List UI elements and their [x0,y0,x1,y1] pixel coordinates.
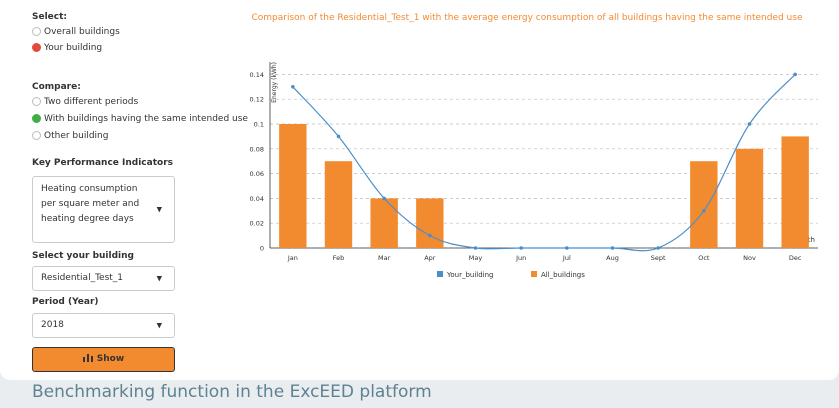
y-tick-label: 0.08 [250,145,264,153]
x-tick-label: May [469,254,483,262]
point [565,246,569,250]
x-tick-label: Sept [651,254,666,262]
caret: ▼ [156,274,162,282]
y-tick-label: 0.04 [250,195,264,203]
legend-swatch [437,271,443,277]
point [473,246,478,250]
point [428,233,432,238]
x-tick-label: Apr [424,254,436,262]
point [291,85,295,89]
y-axis-label: Energy (kWh) [271,62,278,103]
building-select[interactable]: Residential_Test_1 ▼ [32,266,175,291]
option-text: Overall buildings [44,27,120,37]
period-select[interactable]: 2018 ▼ [32,313,175,338]
building-value: Residential_Test_1 [41,273,124,283]
x-tick-label: Aug [606,254,619,262]
y-tick-label: 0.06 [250,170,264,178]
caret: ▼ [156,321,162,329]
point [519,246,523,250]
chart: Comparison of the Residential_Test_1 wit… [250,13,818,279]
x-tick-label: Dec [789,254,802,262]
x-tick-label: Feb [333,254,345,262]
chart-title: Comparison of the Residential_Test_1 wit… [251,13,802,23]
point [747,122,752,126]
radio-option[interactable]: Overall buildings [32,27,120,37]
option-text: Other building [44,131,109,141]
point [382,196,386,201]
caption: Benchmarking function in the ExcEED plat… [32,382,432,402]
y-tick-label: 0.12 [250,96,264,104]
x-tick-label: Nov [743,254,756,262]
kpi-select[interactable]: Heating consumption per square meter and… [32,176,175,243]
option-text: Two different periods [44,97,139,107]
bar [735,148,764,248]
line [292,73,796,252]
x-tick-label: Jun [515,254,526,262]
period-label: Period (Year) [32,297,99,307]
point [793,72,797,77]
bar [690,161,718,248]
y-tick-label: 0.02 [250,220,264,228]
bar [370,198,398,248]
legend-swatch [531,271,537,277]
caret: ▼ [156,205,162,213]
radio-option[interactable]: With buildings having the same intended … [32,114,248,124]
bar [279,124,307,248]
y-tick-label: 0.14 [250,71,264,79]
option-text: Your building [44,43,103,53]
bar [781,136,809,248]
button-icon [82,354,93,362]
bar [324,161,353,248]
x-tick-label: Oct [698,254,710,262]
show-button[interactable]: Show [32,347,175,372]
point [610,246,615,250]
point [702,209,706,213]
radio-option[interactable]: Other building [32,131,108,141]
point [656,246,660,250]
compare-label: Compare: [32,82,81,92]
x-tick-label: Jan [287,254,298,262]
x-tick-label: Jul [562,254,571,262]
y-tick-label: 0.1 [254,121,264,129]
x-tick-label: Mar [378,254,391,262]
legend-label: All_buildings [541,271,585,279]
point [336,134,341,139]
kpi-label: Key Performance Indicators [32,158,173,168]
radio-option[interactable]: Two different periods [32,97,138,107]
panel: Select: Overall buildings Your building … [0,0,839,380]
y-tick-label: 0 [260,245,264,253]
kpi-value: Heating consumption per square meter and… [41,184,140,224]
button-text: Show [96,354,125,364]
building-label: Select your building [32,251,134,261]
option-text: With buildings having the same intended … [44,114,248,124]
legend-label: Your_building [446,271,493,279]
radio-option[interactable]: Your building [32,43,102,53]
period-value: 2018 [41,320,64,330]
select-label: Select: [32,12,68,22]
